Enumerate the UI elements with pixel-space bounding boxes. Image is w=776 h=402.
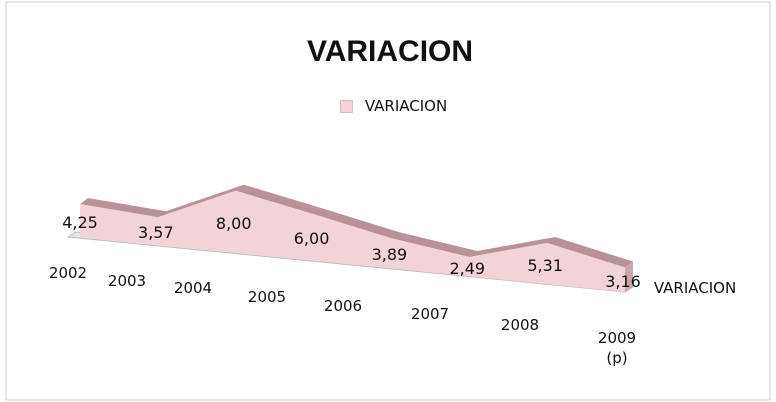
chart-title: VARIACION: [306, 35, 474, 68]
x-tick-label: 2003: [107, 272, 147, 290]
x-tick-label: 2009 (p): [597, 329, 637, 367]
legend-label: VARIACION: [364, 97, 448, 115]
data-label: 3,57: [138, 223, 174, 243]
area-side: [625, 261, 633, 292]
depth-axis-label: VARIACION: [653, 279, 737, 297]
x-tick-label: 2006: [323, 297, 363, 315]
data-label: 3,89: [371, 245, 408, 265]
data-label: 2,49: [449, 258, 486, 278]
frame: [5, 1, 771, 401]
area: [80, 190, 625, 292]
x-tick-label: 2007: [410, 305, 450, 323]
data-label: 8,00: [215, 213, 252, 233]
x-tick-label: 2008: [500, 316, 540, 334]
data-label: 3,16: [605, 271, 641, 291]
data-label: 5,31: [527, 255, 563, 275]
x-tick-label: 2002: [48, 264, 88, 282]
area-top: [80, 184, 633, 268]
x-tick-label: 2005: [247, 288, 287, 306]
x-tick-label: 2004: [173, 279, 213, 297]
data-label: 4,25: [62, 212, 98, 232]
legend-swatch: [340, 100, 353, 113]
data-label: 6,00: [293, 229, 330, 249]
